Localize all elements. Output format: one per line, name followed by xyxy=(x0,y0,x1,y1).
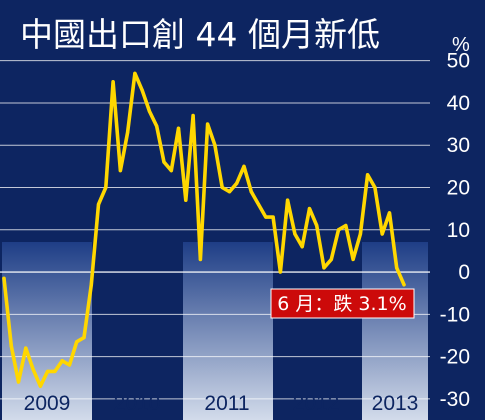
data-point xyxy=(126,130,130,135)
data-point xyxy=(111,80,115,84)
y-tick-label: 20 xyxy=(447,177,470,200)
data-point xyxy=(322,266,326,270)
x-year-label: 2011 xyxy=(204,392,249,415)
data-point xyxy=(31,367,35,371)
y-tick-label: 30 xyxy=(447,134,470,157)
data-point xyxy=(184,198,188,202)
data-point xyxy=(395,266,399,270)
data-point xyxy=(300,245,304,249)
data-point xyxy=(387,211,392,215)
data-point xyxy=(351,257,355,261)
x-year-label: 2013 xyxy=(372,392,419,415)
data-point xyxy=(191,114,195,118)
data-point xyxy=(271,215,275,219)
chart-title: 中國出口創 44 個月新低 xyxy=(20,15,380,54)
data-point xyxy=(366,173,370,177)
callout-box xyxy=(270,288,415,319)
data-point xyxy=(24,346,28,350)
data-point xyxy=(278,270,282,274)
data-point xyxy=(307,207,312,211)
y-tick-label: -30 xyxy=(440,388,470,411)
data-point xyxy=(227,190,232,194)
data-point xyxy=(169,168,173,173)
series-line xyxy=(2,71,406,389)
x-year-label: 2012 xyxy=(293,392,340,415)
data-point xyxy=(2,276,6,280)
series-layer xyxy=(2,71,406,389)
data-point xyxy=(235,181,239,185)
data-point xyxy=(198,257,202,261)
data-point xyxy=(46,369,50,373)
callout: 6 月：跌 3.1% xyxy=(270,288,415,319)
data-point xyxy=(89,283,93,287)
data-point xyxy=(242,164,246,168)
y-tick-label: 0 xyxy=(458,261,470,284)
x-year-label: 2009 xyxy=(24,392,71,415)
y-axis-unit: % xyxy=(452,34,470,56)
y-tick-label: 50 xyxy=(447,50,470,73)
data-point xyxy=(358,232,362,236)
data-point xyxy=(133,71,137,75)
data-point xyxy=(336,228,341,232)
data-point xyxy=(402,283,406,287)
data-point xyxy=(256,202,261,207)
data-point xyxy=(60,359,64,363)
data-point xyxy=(9,344,13,348)
y-tick-label: -10 xyxy=(440,303,470,326)
y-tick-label: -20 xyxy=(440,346,470,369)
data-point xyxy=(206,122,210,126)
gridlines xyxy=(0,60,430,400)
data-point xyxy=(373,185,377,190)
y-tick-label: 10 xyxy=(447,219,470,242)
data-point xyxy=(315,223,319,228)
data-point xyxy=(293,232,297,236)
data-point xyxy=(53,369,57,373)
callout-label: 6 月：跌 3.1% xyxy=(277,293,406,315)
data-point xyxy=(344,223,348,228)
data-point xyxy=(249,190,253,194)
data-point xyxy=(155,124,159,128)
data-point xyxy=(38,384,42,388)
data-point xyxy=(96,202,101,207)
y-axis-tick-labels: 50 40 30 20 10 0 -10 -20 -30 xyxy=(440,50,470,411)
data-point xyxy=(162,160,166,164)
y-tick-label: 40 xyxy=(447,92,470,115)
data-point xyxy=(220,185,224,190)
data-point xyxy=(147,109,152,114)
data-point xyxy=(67,363,72,367)
data-point xyxy=(140,88,144,92)
x-year-label: 2010 xyxy=(114,392,161,415)
year-labels: 2009 2010 2011 2012 2013 xyxy=(24,392,419,415)
data-point xyxy=(118,168,122,173)
data-point xyxy=(75,340,79,344)
data-point xyxy=(16,380,21,384)
data-point xyxy=(213,143,217,147)
data-point xyxy=(264,215,268,219)
data-point xyxy=(286,198,290,202)
data-point xyxy=(176,126,181,130)
data-point xyxy=(104,185,108,190)
data-point xyxy=(329,257,333,261)
data-point xyxy=(380,232,384,236)
data-point xyxy=(82,335,86,340)
